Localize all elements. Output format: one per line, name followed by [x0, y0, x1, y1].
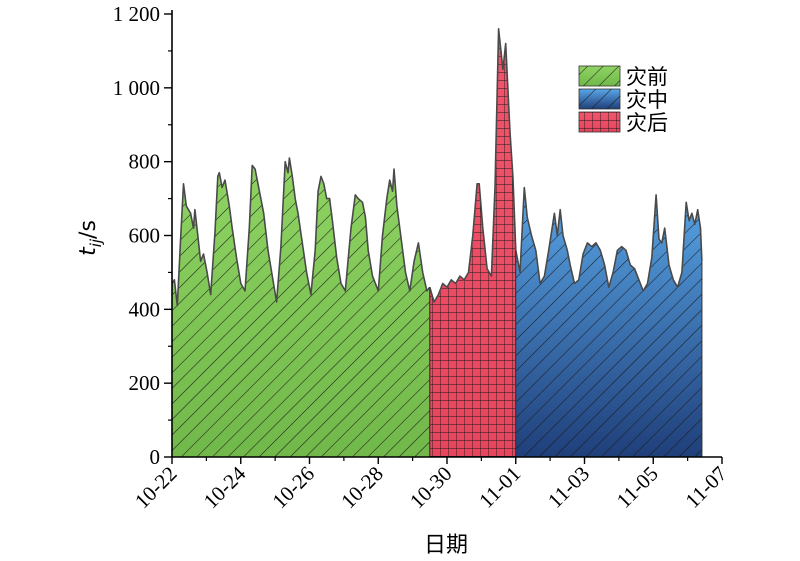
y-axis-title: tij/s [76, 220, 105, 256]
series-2-area [429, 28, 517, 458]
legend-swatch-pattern [579, 89, 620, 109]
legend-item: 灾中 [578, 88, 668, 112]
y-tick-label: 1 000 [113, 76, 160, 100]
y-axis-title-sub: ij [87, 238, 105, 247]
x-axis-title: 日期 [424, 533, 468, 558]
legend-label: 灾前 [626, 65, 668, 89]
area-pattern [172, 158, 430, 457]
y-tick-label: 400 [129, 297, 161, 321]
legend-label: 灾后 [626, 111, 668, 135]
area-pattern [515, 187, 702, 457]
x-tick-label: 10-22 [130, 462, 182, 514]
y-tick-label: 0 [150, 445, 161, 469]
x-tick-label: 11-07 [680, 462, 731, 513]
x-tick-label: 10-26 [267, 462, 319, 514]
legend-item: 灾前 [578, 65, 668, 89]
legend-item: 灾后 [578, 111, 668, 135]
series-line [429, 28, 517, 303]
y-axis-title-unit: /s [76, 220, 101, 239]
x-tick-label: 11-05 [612, 462, 663, 513]
series-line [515, 186, 703, 292]
x-tick-label: 10-30 [405, 462, 457, 514]
y-axis-title-main: t [76, 246, 101, 256]
area-pattern [429, 28, 516, 458]
legend-swatch-pattern [579, 112, 620, 132]
y-tick-label: 600 [129, 224, 161, 248]
x-tick-label: 10-28 [336, 462, 388, 514]
y-tick-label: 1 200 [113, 2, 160, 26]
x-tick-label: 10-24 [199, 461, 251, 513]
series-3-area [515, 186, 703, 457]
x-tick-label: 11-03 [543, 462, 594, 513]
legend-swatch-pattern [579, 66, 620, 86]
series-1-area [171, 157, 431, 457]
series-line [171, 157, 431, 307]
legend-label: 灾中 [626, 88, 668, 112]
y-tick-label: 800 [129, 150, 161, 174]
x-tick-label: 11-01 [474, 462, 525, 513]
area-series-group [171, 28, 703, 458]
y-tick-label: 200 [129, 371, 161, 395]
